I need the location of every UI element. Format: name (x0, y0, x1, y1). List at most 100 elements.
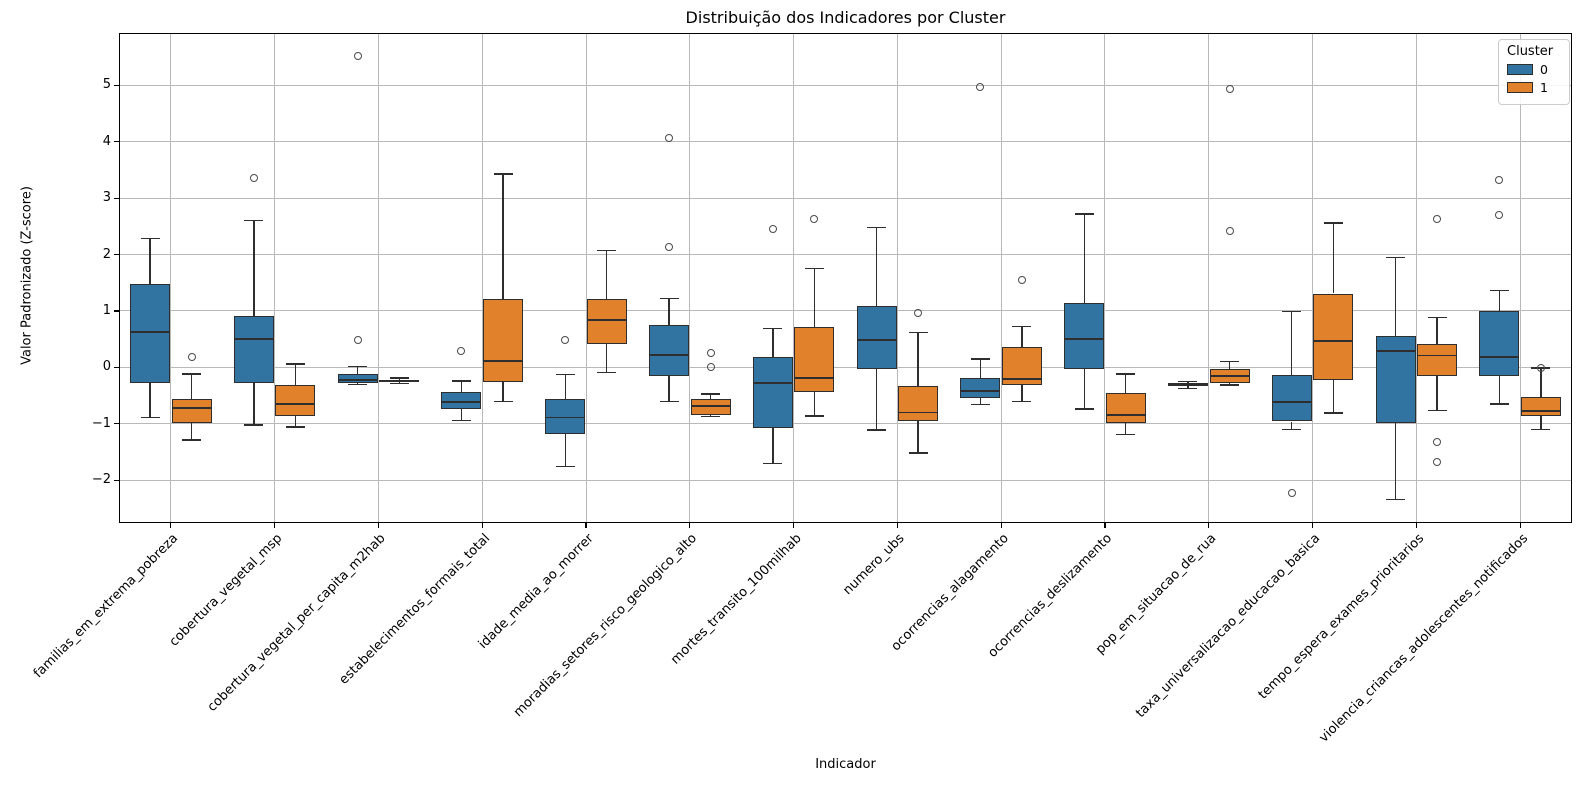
whisker-upper-cluster0-pop_em_situacao_de_rua (1187, 381, 1189, 384)
whisker-lower-cluster1-mortes_transito_100milhab (813, 391, 816, 416)
x-tick-label-text: familias_em_extrema_pobreza (31, 531, 182, 682)
cap-lower-cluster1-cobertura_vegetal_per_capita_m2hab (389, 383, 409, 385)
cap-lower-cluster0-ocorrencias_deslizamento (1074, 408, 1094, 410)
y-tickmark (114, 141, 119, 143)
whisker-lower-cluster1-pop_em_situacao_de_rua (1228, 383, 1231, 385)
x-tickmark (377, 523, 380, 528)
cap-upper-cluster1-familias_em_extrema_pobreza (182, 373, 202, 375)
whisker-upper-cluster0-familias_em_extrema_pobreza (149, 238, 151, 285)
cap-upper-cluster0-idade_media_ao_morrer (555, 374, 575, 376)
median-cluster1-pop_em_situacao_de_rua (1209, 375, 1250, 378)
x-axis-label: Indicador (815, 757, 876, 772)
gridline-vertical (377, 33, 379, 523)
cap-upper-cluster0-cobertura_vegetal_msp (244, 220, 264, 222)
median-cluster0-violencia_criancas_adolescentes_notificados (1479, 356, 1520, 359)
whisker-lower-cluster0-ocorrencias_deslizamento (1083, 369, 1085, 410)
x-tick-label-text: idade_media_ao_morrer (475, 531, 597, 653)
whisker-upper-cluster1-ocorrencias_deslizamento (1125, 374, 1127, 394)
y-tickmark (114, 423, 119, 425)
box-cluster1-moradias_setores_risco_geologico_alto (690, 398, 731, 415)
whisker-lower-cluster1-tempo_espera_exames_prioritarios (1436, 375, 1438, 411)
cap-lower-cluster0-pop_em_situacao_de_rua (1178, 387, 1198, 389)
y-tick-label: −2 (91, 472, 111, 488)
cap-upper-cluster0-ocorrencias_alagamento (970, 358, 990, 360)
cap-lower-cluster1-cobertura_vegetal_msp (285, 426, 305, 428)
cap-lower-cluster1-numero_ubs (908, 452, 928, 454)
median-cluster0-cobertura_vegetal_msp (233, 337, 274, 340)
y-tick-label: 3 (102, 190, 111, 206)
cap-lower-cluster1-tempo_espera_exames_prioritarios (1427, 410, 1447, 412)
cap-lower-cluster1-moradias_setores_risco_geologico_alto (701, 415, 721, 418)
whisker-lower-cluster0-numero_ubs (875, 369, 878, 430)
box-cluster1-numero_ubs (898, 385, 939, 421)
gridline-horizontal (119, 84, 1572, 86)
whisker-upper-cluster1-idade_media_ao_morrer (606, 250, 608, 300)
outlier-cluster0-ocorrencias_alagamento (976, 83, 985, 92)
whisker-upper-cluster1-pop_em_situacao_de_rua (1228, 361, 1231, 370)
cap-lower-cluster0-taxa_universalizacao_educacao_basica (1282, 428, 1302, 431)
whisker-lower-cluster1-moradias_setores_risco_geologico_alto (709, 414, 712, 417)
median-cluster1-familias_em_extrema_pobreza (171, 407, 212, 409)
whisker-upper-cluster1-violencia_criancas_adolescentes_notificados (1540, 367, 1542, 397)
cap-lower-cluster0-violencia_criancas_adolescentes_notificados (1489, 403, 1509, 405)
whisker-lower-cluster0-cobertura_vegetal_per_capita_m2hab (357, 382, 359, 385)
whisker-upper-cluster0-violencia_criancas_adolescentes_notificados (1498, 290, 1501, 311)
y-tickmark (114, 366, 119, 368)
cap-upper-cluster0-violencia_criancas_adolescentes_notificados (1489, 289, 1509, 292)
gridline-vertical (1000, 33, 1002, 523)
median-cluster1-moradias_setores_risco_geologico_alto (690, 404, 731, 407)
cap-lower-cluster1-idade_media_ao_morrer (597, 371, 617, 374)
outlier-cluster1-violencia_criancas_adolescentes_notificados (1536, 363, 1545, 372)
whisker-upper-cluster0-ocorrencias_deslizamento (1083, 214, 1085, 304)
gridline-vertical (585, 33, 587, 523)
whisker-lower-cluster0-tempo_espera_exames_prioritarios (1394, 422, 1397, 500)
y-tickmark (114, 253, 119, 256)
x-tickmark (585, 523, 587, 528)
gridline-vertical (689, 33, 691, 523)
outlier-cluster1-moradias_setores_risco_geologico_alto (706, 349, 715, 358)
whisker-upper-cluster0-tempo_espera_exames_prioritarios (1394, 257, 1397, 337)
outlier-cluster1-tempo_espera_exames_prioritarios (1433, 215, 1442, 224)
x-tickmark (481, 523, 483, 528)
x-tickmark (274, 523, 276, 528)
whisker-lower-cluster0-estabelecimentos_formais_total (460, 409, 463, 421)
legend-label-cluster1: 1 (1540, 80, 1548, 95)
box-cluster0-taxa_universalizacao_educacao_basica (1271, 374, 1312, 422)
y-tickmark (114, 197, 119, 199)
gridline-horizontal (119, 366, 1572, 368)
median-cluster1-idade_media_ao_morrer (586, 319, 627, 321)
whisker-upper-cluster1-tempo_espera_exames_prioritarios (1436, 317, 1438, 344)
cap-lower-cluster1-mortes_transito_100milhab (804, 415, 824, 417)
whisker-lower-cluster1-violencia_criancas_adolescentes_notificados (1540, 416, 1542, 430)
gridline-vertical (1104, 33, 1106, 523)
legend-label-cluster0: 0 (1540, 62, 1548, 77)
cap-upper-cluster0-cobertura_vegetal_per_capita_m2hab (348, 365, 368, 367)
legend-entry-cluster0: 0 (1507, 62, 1561, 77)
cap-upper-cluster0-familias_em_extrema_pobreza (140, 237, 160, 239)
x-tick-label-text: moradias_setores_risco_geologico_alto (511, 531, 701, 721)
y-tick-label: 1 (102, 302, 111, 318)
x-tick-label-text: violencia_criancas_adolescentes_notifica… (1316, 531, 1531, 746)
median-cluster1-numero_ubs (898, 411, 939, 414)
gridline-vertical (274, 33, 276, 523)
y-tick-label: −1 (91, 415, 111, 431)
cap-upper-cluster1-numero_ubs (908, 331, 928, 334)
outlier-cluster1-moradias_setores_risco_geologico_alto (706, 363, 715, 372)
x-tickmark (1311, 523, 1314, 528)
cap-lower-cluster1-ocorrencias_alagamento (1012, 400, 1032, 402)
box-cluster0-cobertura_vegetal_msp (233, 316, 274, 384)
gridline-horizontal (119, 141, 1572, 143)
box-cluster0-cobertura_vegetal_per_capita_m2hab (337, 374, 378, 383)
whisker-upper-cluster1-cobertura_vegetal_per_capita_m2hab (398, 378, 400, 380)
x-tick-label-text: ocorrencias_deslizamento (985, 531, 1116, 661)
cap-upper-cluster1-moradias_setores_risco_geologico_alto (701, 393, 721, 395)
box-cluster1-cobertura_vegetal_msp (275, 385, 316, 417)
outlier-cluster0-violencia_criancas_adolescentes_notificados (1495, 176, 1504, 185)
cap-upper-cluster0-estabelecimentos_formais_total (451, 380, 471, 382)
whisker-upper-cluster1-estabelecimentos_formais_total (502, 173, 504, 299)
y-tickmark (114, 310, 119, 312)
whisker-upper-cluster0-numero_ubs (875, 227, 878, 306)
y-tick-label: 4 (102, 133, 111, 149)
gridline-vertical (1519, 33, 1521, 523)
